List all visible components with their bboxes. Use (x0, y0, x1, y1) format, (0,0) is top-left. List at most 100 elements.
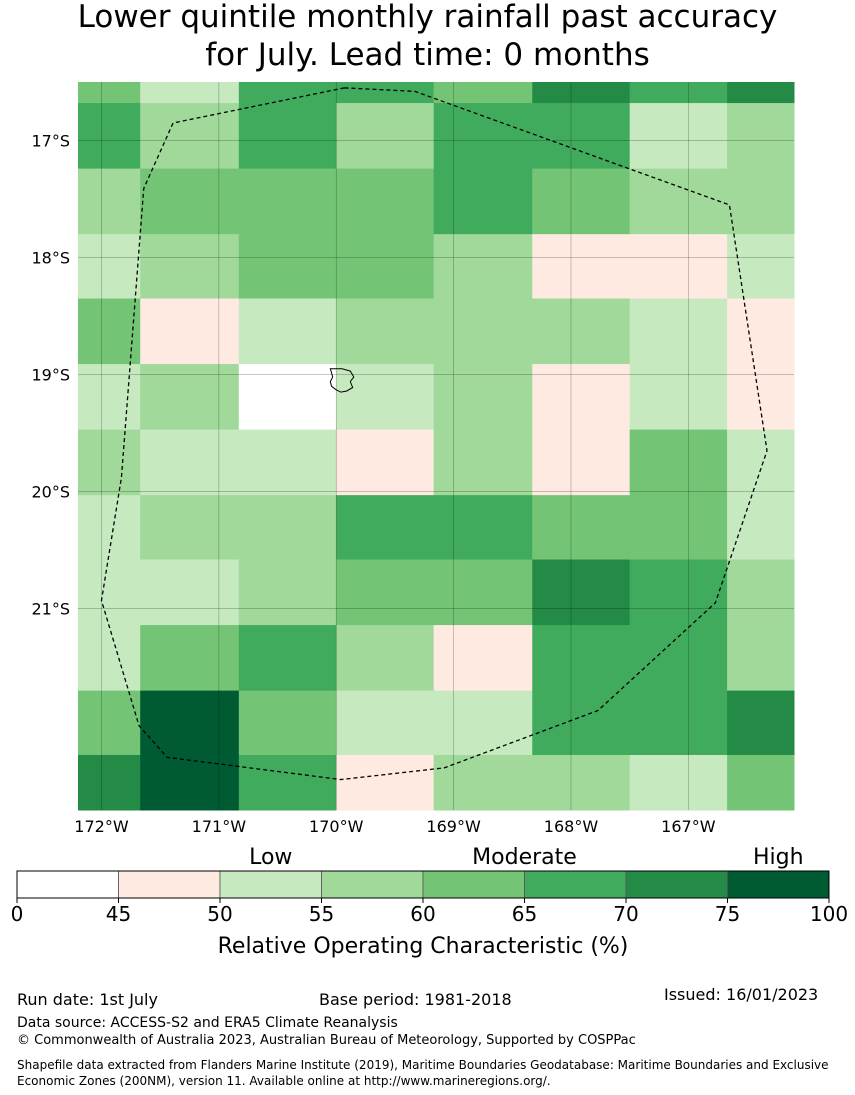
map-cell (727, 625, 795, 692)
map-axes: 172°W 171°W 170°W 169°W 168°W 167°W 17°S 18°S 19… (31, 132, 715, 836)
map-cell (238, 364, 337, 431)
colorbar-swatch (524, 870, 627, 899)
y-tick-label: 20°S (31, 483, 70, 502)
map-cell (336, 103, 435, 170)
map-cell (532, 429, 631, 496)
map-cell (727, 234, 795, 300)
colorbar-tick-label: 0 (11, 902, 24, 926)
map-cell (433, 690, 533, 756)
map-cells (78, 82, 795, 811)
colorbar-tick-label: 75 (715, 902, 740, 926)
map-cell (336, 168, 435, 235)
map-cell (78, 168, 141, 235)
map-cell (532, 625, 631, 692)
map-cell (238, 754, 337, 811)
map-cell (238, 103, 337, 170)
map-cell (727, 298, 795, 365)
map-cell (78, 364, 141, 431)
map-cell (336, 625, 435, 692)
map-cell (238, 429, 337, 496)
y-tick-label: 19°S (31, 366, 70, 385)
map-cell (433, 559, 533, 626)
map-cell (629, 625, 728, 692)
map-cell (433, 429, 533, 496)
map-cell (629, 168, 728, 235)
map-cell (629, 234, 728, 300)
map-cell (629, 690, 728, 756)
chart-title-line-2: for July. Lead time: 0 months (205, 37, 650, 73)
map-cell (336, 429, 435, 496)
x-tick-label: 167°W (661, 817, 716, 836)
map-cell (78, 625, 141, 692)
map-cell (78, 690, 141, 756)
map-cell (532, 754, 631, 811)
map-cell (238, 625, 337, 692)
map-cell (727, 690, 795, 756)
map-cell (629, 559, 728, 626)
map-cell (140, 495, 240, 561)
map-cell (140, 754, 240, 811)
map-cell (78, 103, 141, 170)
x-tick-label: 171°W (192, 817, 247, 836)
colorbar-swatch (219, 870, 322, 899)
y-tick-label: 21°S (31, 600, 70, 619)
map-cell (140, 690, 240, 756)
map-cell (140, 559, 240, 626)
map-cell (433, 103, 533, 170)
map-gridlines (78, 82, 794, 810)
colorbar: 0 45 50 55 60 65 70 75 100 Low Moderate High Relativ… (11, 845, 848, 959)
map-cell (140, 364, 240, 431)
map-cell (433, 364, 533, 431)
map-cell (532, 559, 631, 626)
map-cell (629, 298, 728, 365)
map-cell (78, 429, 141, 496)
map-cell (238, 82, 337, 104)
map-cell (140, 234, 240, 300)
colorbar-tick-label: 70 (613, 902, 638, 926)
colorbar-tick-label: 45 (106, 902, 131, 926)
map-cell (727, 364, 795, 431)
map-cell (629, 754, 728, 811)
island-outline (329, 368, 355, 393)
colorbar-category-label: High (753, 845, 804, 870)
map-cell (727, 103, 795, 170)
map-cell (78, 298, 141, 365)
map-cell (238, 690, 337, 756)
colorbar-swatch (422, 870, 525, 899)
colorbar-swatch (625, 870, 728, 899)
colorbar-swatch (727, 870, 830, 899)
map-overlays (100, 87, 768, 781)
map-cell (433, 495, 533, 561)
data-source-text: Data source: ACCESS-S2 and ERA5 Climate … (17, 1015, 398, 1031)
map-cell (238, 234, 337, 300)
base-period-text: Base period: 1981-2018 (319, 990, 512, 1009)
map-cell (336, 754, 435, 811)
map-cell (629, 103, 728, 170)
map-cell (532, 690, 631, 756)
map-cell (238, 495, 337, 561)
map-cell (727, 82, 795, 104)
map-cell (727, 429, 795, 496)
map-cell (140, 168, 240, 235)
x-tick-label: 169°W (426, 817, 481, 836)
map-cell (532, 364, 631, 431)
map-cell (532, 82, 631, 104)
map-cell (140, 625, 240, 692)
map-cell (433, 625, 533, 692)
map-cell (433, 82, 533, 104)
chart-title-line-1: Lower quintile monthly rainfall past acc… (77, 0, 778, 35)
map-cell (727, 495, 795, 561)
y-tick-label: 17°S (31, 132, 70, 151)
map-cell (140, 429, 240, 496)
map-cell (433, 234, 533, 300)
map-cell (629, 364, 728, 431)
x-tick-label: 168°W (544, 817, 599, 836)
colorbar-category-label: Moderate (472, 845, 577, 870)
x-tick-label: 172°W (74, 817, 129, 836)
colorbar-tick-label: 60 (410, 902, 435, 926)
map-cell (629, 495, 728, 561)
map-cell (629, 429, 728, 496)
map-cell (336, 690, 435, 756)
colorbar-tick-label: 50 (207, 902, 232, 926)
